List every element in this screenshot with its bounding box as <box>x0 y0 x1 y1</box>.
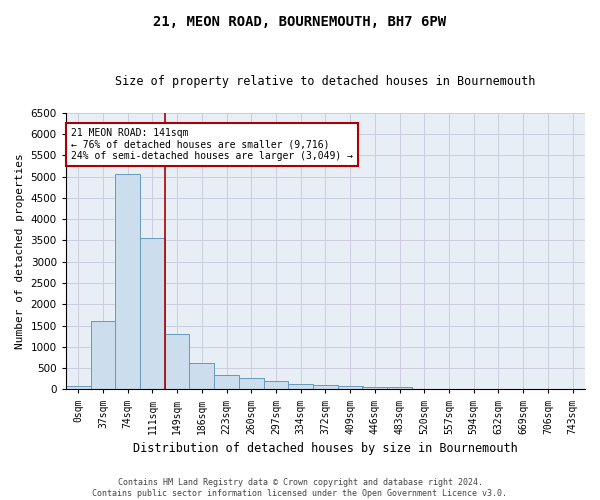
Bar <box>387 388 412 390</box>
Bar <box>91 322 115 390</box>
Text: 21 MEON ROAD: 141sqm
← 76% of detached houses are smaller (9,716)
24% of semi-de: 21 MEON ROAD: 141sqm ← 76% of detached h… <box>71 128 353 161</box>
Bar <box>313 384 338 390</box>
Bar <box>140 238 165 390</box>
Bar <box>165 334 190 390</box>
Bar <box>338 386 362 390</box>
Bar <box>115 174 140 390</box>
Bar <box>362 387 387 390</box>
Title: Size of property relative to detached houses in Bournemouth: Size of property relative to detached ho… <box>115 75 536 88</box>
Bar <box>289 384 313 390</box>
Bar <box>263 381 289 390</box>
Bar <box>239 378 263 390</box>
Text: Contains HM Land Registry data © Crown copyright and database right 2024.
Contai: Contains HM Land Registry data © Crown c… <box>92 478 508 498</box>
Bar <box>214 376 239 390</box>
Bar <box>66 386 91 390</box>
Bar <box>190 363 214 390</box>
X-axis label: Distribution of detached houses by size in Bournemouth: Distribution of detached houses by size … <box>133 442 518 455</box>
Text: 21, MEON ROAD, BOURNEMOUTH, BH7 6PW: 21, MEON ROAD, BOURNEMOUTH, BH7 6PW <box>154 15 446 29</box>
Y-axis label: Number of detached properties: Number of detached properties <box>15 153 25 349</box>
